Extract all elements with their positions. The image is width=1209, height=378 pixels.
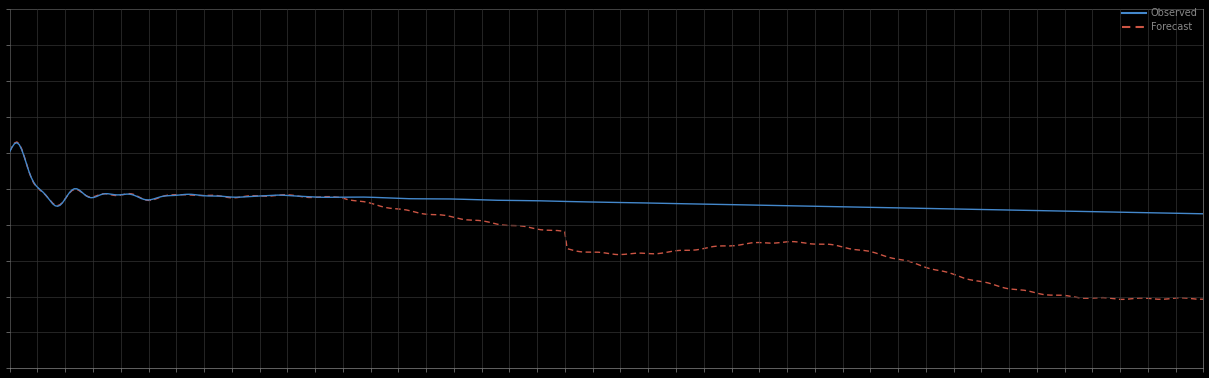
Legend: Observed, Forecast: Observed, Forecast [1117, 4, 1202, 36]
